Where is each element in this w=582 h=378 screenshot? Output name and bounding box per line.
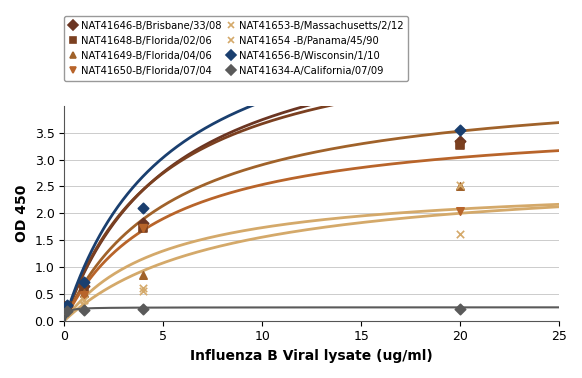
Point xyxy=(63,306,72,312)
Point xyxy=(79,290,88,296)
Point xyxy=(456,231,465,237)
Point xyxy=(63,305,72,311)
Point xyxy=(456,138,465,144)
Y-axis label: OD 450: OD 450 xyxy=(15,184,29,242)
Point xyxy=(456,182,465,188)
Point xyxy=(139,288,148,294)
Point xyxy=(139,285,148,291)
Legend: NAT41646-B/Brisbane/33/08, NAT41648-B/Florida/02/06, NAT41649-B/Florida/04/06, N: NAT41646-B/Brisbane/33/08, NAT41648-B/Fl… xyxy=(64,15,409,81)
Point xyxy=(63,303,72,309)
Point xyxy=(139,220,148,226)
Point xyxy=(79,307,88,313)
Point xyxy=(139,225,148,231)
Point xyxy=(139,306,148,312)
Point xyxy=(63,303,72,309)
Point xyxy=(79,297,88,303)
Point xyxy=(79,292,88,298)
Point xyxy=(63,307,72,313)
Point xyxy=(79,279,88,285)
Point xyxy=(63,304,72,310)
Point xyxy=(456,127,465,133)
Point xyxy=(63,308,72,314)
Point xyxy=(139,205,148,211)
X-axis label: Influenza B Viral lysate (ug/ml): Influenza B Viral lysate (ug/ml) xyxy=(190,349,433,363)
Point xyxy=(456,141,465,147)
Point xyxy=(63,302,72,308)
Point xyxy=(139,272,148,278)
Point xyxy=(456,183,465,189)
Point xyxy=(456,306,465,312)
Point xyxy=(79,302,88,308)
Point xyxy=(79,284,88,290)
Point xyxy=(79,283,88,289)
Point xyxy=(456,208,465,214)
Point xyxy=(139,225,148,231)
